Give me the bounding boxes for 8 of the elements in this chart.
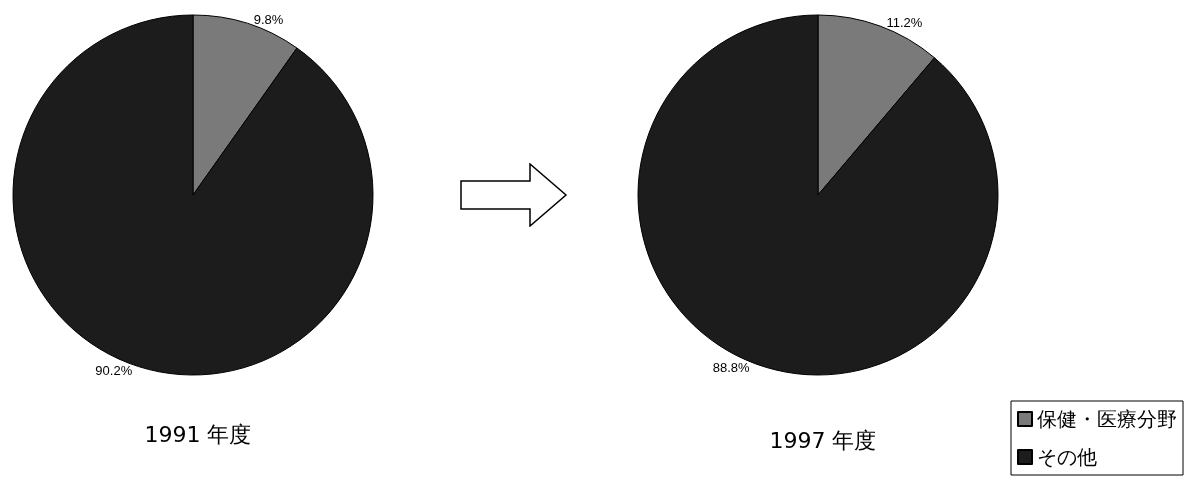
legend-label: その他	[1037, 445, 1097, 469]
data-label: 88.8%	[712, 360, 751, 376]
data-label: 90.2%	[95, 362, 133, 378]
data-label: 11.2%	[886, 14, 923, 30]
text: 1997 年度	[769, 427, 877, 453]
data-label: 9.8%	[253, 12, 284, 28]
text: 1991 年度	[144, 421, 252, 447]
legend-label: 保健・医療分野	[1037, 407, 1177, 431]
